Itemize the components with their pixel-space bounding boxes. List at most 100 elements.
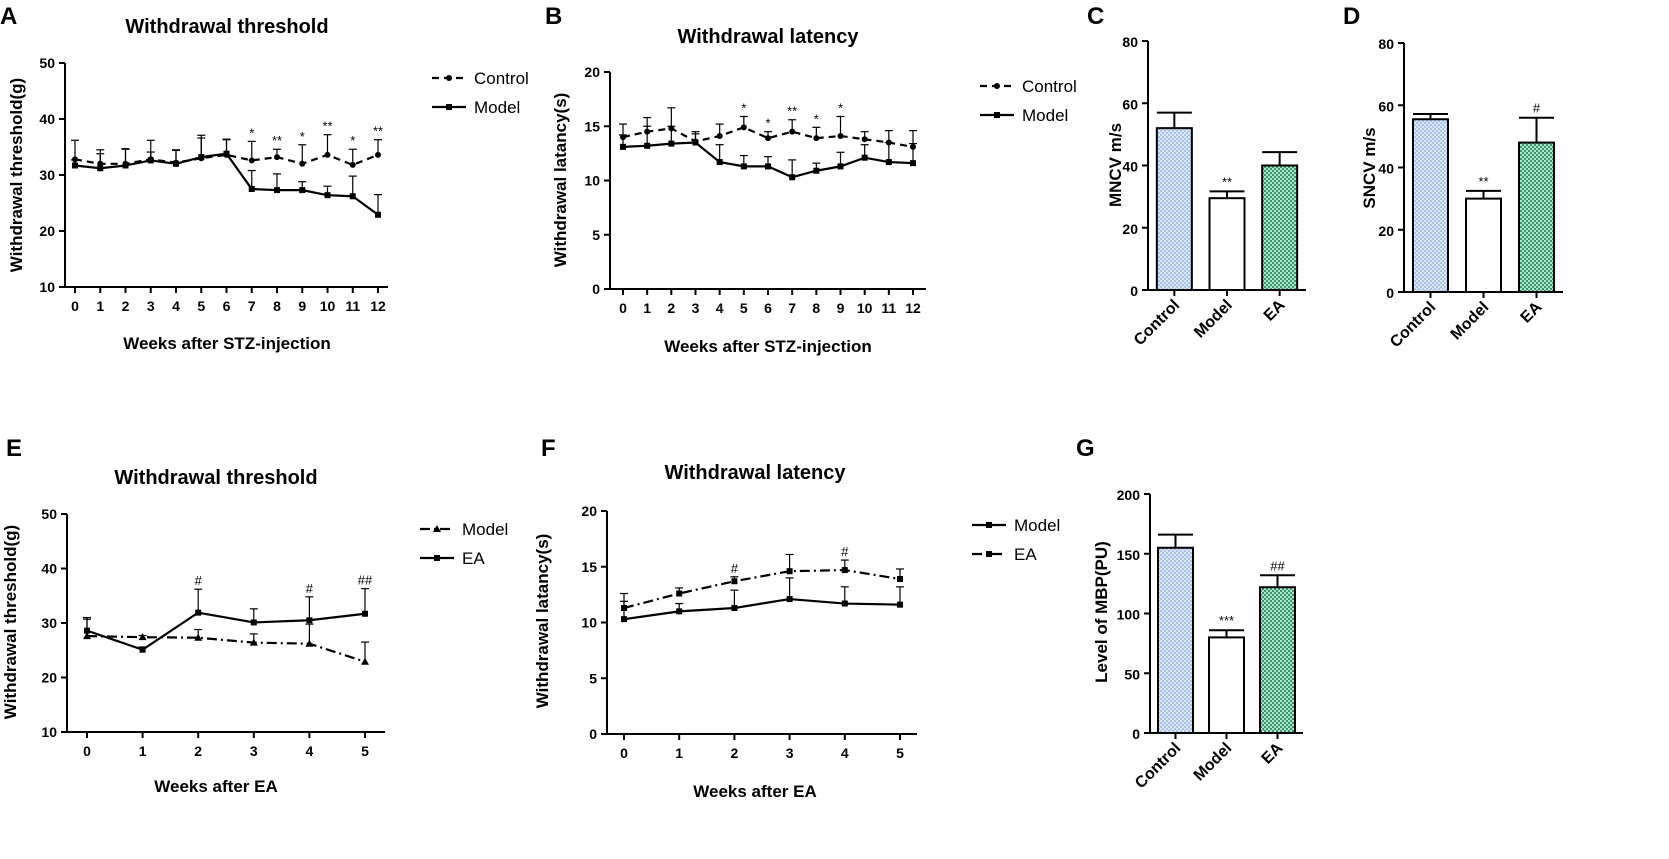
x-axis-label: Weeks after STZ-injection <box>123 334 331 353</box>
significance-marker: * <box>350 133 355 148</box>
significance-marker: ** <box>787 104 797 119</box>
y-tick-label: 5 <box>592 227 600 243</box>
chart-title: Withdrawal threshold <box>114 467 317 489</box>
legend-label: Model <box>1014 516 1060 535</box>
data-point <box>789 128 796 135</box>
x-tick-label: EA <box>1261 296 1289 324</box>
data-point <box>716 159 723 166</box>
x-tick-label: 7 <box>248 298 256 314</box>
x-tick-label: Control <box>1131 297 1183 349</box>
y-axis-label: Withdrawal threshold(g) <box>7 78 26 272</box>
x-axis-label: Weeks after EA <box>154 777 277 796</box>
data-point <box>324 151 331 158</box>
significance-marker: ** <box>373 124 383 139</box>
x-tick-label: 3 <box>147 298 155 314</box>
data-point <box>274 154 280 161</box>
x-tick-label: 10 <box>320 298 336 314</box>
x-tick-label: 0 <box>71 298 79 314</box>
y-tick-label: 40 <box>41 561 57 577</box>
data-point <box>910 160 916 167</box>
y-tick-label: 40 <box>1122 159 1138 175</box>
x-tick-label: 3 <box>786 745 794 761</box>
legend-label: Model <box>462 520 508 539</box>
significance-marker: # <box>1533 101 1541 116</box>
data-point <box>897 576 903 583</box>
significance-marker: * <box>814 111 819 126</box>
data-point <box>676 608 683 615</box>
x-tick-label: 3 <box>250 743 258 759</box>
bar-ea <box>1259 586 1296 735</box>
series-line-model <box>86 634 366 663</box>
data-point <box>740 163 747 170</box>
y-tick-label: 20 <box>584 64 600 80</box>
data-point <box>198 154 205 161</box>
data-point <box>765 135 771 142</box>
x-tick-label: 0 <box>620 745 628 761</box>
significance-marker: * <box>300 129 305 144</box>
x-tick-label: 11 <box>881 300 896 316</box>
series-model <box>619 125 917 181</box>
data-point <box>361 657 369 665</box>
bar-control <box>1412 118 1449 293</box>
x-tick-label: Control <box>1132 740 1184 792</box>
data-point <box>731 605 738 612</box>
y-tick-label: 150 <box>1117 547 1141 563</box>
bar-model <box>1208 197 1246 291</box>
data-point <box>841 600 848 607</box>
y-tick-label: 15 <box>584 118 600 134</box>
series-line-model <box>74 152 379 216</box>
x-tick-label: 9 <box>298 298 306 314</box>
series-ea <box>83 588 369 653</box>
panel-label: B <box>545 3 562 30</box>
data-point <box>299 187 306 194</box>
data-point <box>621 605 627 612</box>
data-point <box>621 616 627 623</box>
y-tick-label: 50 <box>1124 666 1140 682</box>
data-point <box>375 151 381 158</box>
data-point <box>84 627 90 634</box>
x-tick-label: 4 <box>841 745 849 761</box>
data-point <box>813 135 820 142</box>
data-point <box>248 157 255 164</box>
significance-marker: ** <box>272 133 282 148</box>
data-point <box>676 590 683 597</box>
x-tick-label: 1 <box>675 745 683 761</box>
x-tick-label: 1 <box>643 300 651 316</box>
bar-model <box>1208 636 1245 735</box>
x-tick-label: Control <box>1387 299 1439 351</box>
data-point <box>765 163 771 170</box>
y-tick-label: 0 <box>1132 726 1140 742</box>
panel-label: E <box>6 435 22 462</box>
data-point <box>786 596 793 603</box>
significance-marker: ## <box>1270 558 1285 573</box>
legend-marker <box>446 75 452 81</box>
x-tick-label: 11 <box>345 298 360 314</box>
significance-marker: ## <box>358 573 373 588</box>
legend-marker <box>986 551 992 557</box>
legend-marker <box>446 104 452 110</box>
significance-marker: # <box>195 573 203 588</box>
x-tick-label: 2 <box>667 300 675 316</box>
y-tick-label: 20 <box>39 223 55 239</box>
series-line-model <box>623 597 901 621</box>
x-tick-label: 0 <box>619 300 627 316</box>
data-point <box>861 154 868 161</box>
x-tick-label: 5 <box>896 745 904 761</box>
y-tick-label: 30 <box>39 167 55 183</box>
x-tick-label: 1 <box>139 743 147 759</box>
bar-ea <box>1518 141 1555 293</box>
panel-label: D <box>1343 3 1360 30</box>
data-point <box>731 578 738 585</box>
x-tick-label: 5 <box>361 743 369 759</box>
y-tick-label: 40 <box>39 111 55 127</box>
data-point <box>668 140 675 147</box>
x-axis-label: Weeks after EA <box>693 782 816 801</box>
x-tick-label: 8 <box>273 298 281 314</box>
y-axis-label: Withdrawal latancy(s) <box>533 534 552 709</box>
data-point <box>274 187 280 194</box>
data-point <box>861 136 868 143</box>
data-point <box>644 142 651 149</box>
data-point <box>248 186 255 192</box>
y-tick-label: 50 <box>39 55 55 71</box>
